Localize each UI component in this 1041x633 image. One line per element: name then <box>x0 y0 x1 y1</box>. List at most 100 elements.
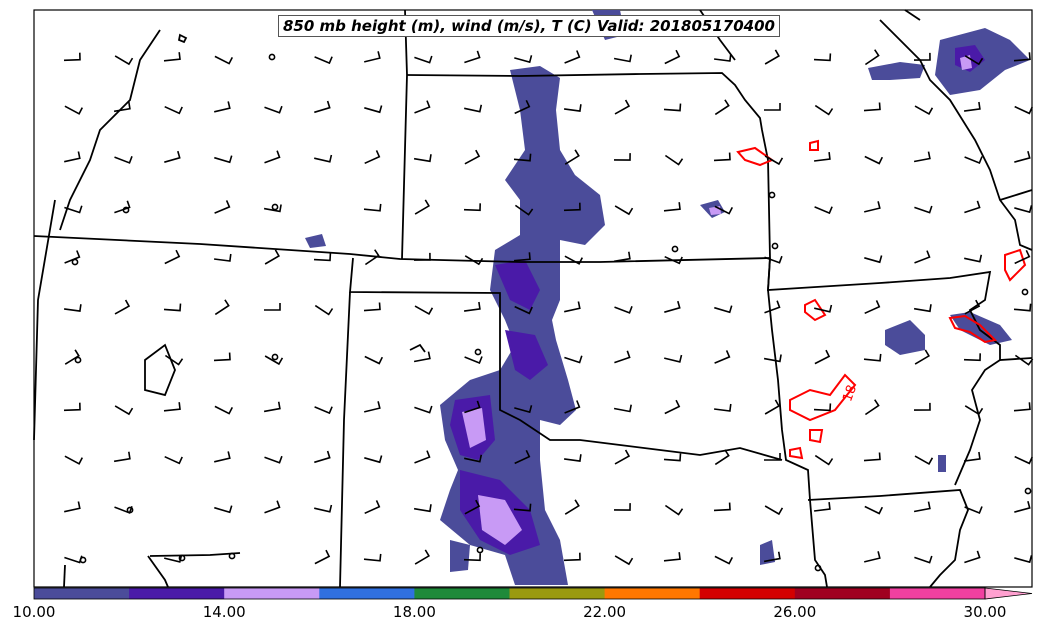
colorbar-segment <box>414 588 510 599</box>
wind-barb <box>714 555 734 565</box>
calm-wind-marker <box>771 242 779 250</box>
wind-barb <box>764 505 784 516</box>
wind-barb <box>464 255 484 266</box>
colorbar-segment <box>224 588 320 599</box>
wind-barb <box>513 153 532 162</box>
wind-barb <box>714 350 731 364</box>
wind-barb <box>864 49 880 66</box>
colorbar-tick-label: 22.00 <box>583 603 627 621</box>
wind-barb <box>413 351 431 363</box>
wind-barb <box>214 299 230 316</box>
wind-barb <box>614 350 631 364</box>
wind-barb <box>613 503 631 511</box>
wind-barb <box>464 400 481 414</box>
wind-barb <box>414 199 430 215</box>
wind-barb <box>514 449 531 465</box>
wind-barb <box>314 450 331 464</box>
wind-barb <box>514 99 531 115</box>
wind-barb <box>564 301 581 313</box>
wind-barb <box>914 205 933 214</box>
wind-barb <box>263 401 281 413</box>
wind-barb <box>164 354 184 366</box>
wind-barb <box>63 402 81 412</box>
wind-barb <box>963 451 981 462</box>
colorbar-segment <box>34 588 130 599</box>
wind-barb <box>264 150 281 164</box>
wind-barb <box>214 55 234 65</box>
wind-barb <box>664 49 681 65</box>
wind-barb <box>1014 555 1033 564</box>
wind-barb <box>214 451 231 463</box>
wind-barb <box>563 202 581 212</box>
wind-barb <box>914 105 934 115</box>
temperature-contours <box>736 139 1027 460</box>
wind-barb <box>863 102 881 112</box>
wind-barb <box>414 100 431 114</box>
calm-wind-marker <box>268 53 276 61</box>
wind-barb <box>864 255 883 264</box>
wind-barb <box>513 503 532 512</box>
wind-barb <box>414 55 433 64</box>
wind-barb <box>864 300 881 315</box>
wind-barb <box>1014 354 1034 366</box>
wind-barb <box>63 304 82 313</box>
wind-barb <box>363 203 382 212</box>
wind-barb <box>663 103 682 112</box>
wind-barb <box>964 55 984 66</box>
wind-barb <box>264 303 281 311</box>
wind-barb <box>964 299 981 315</box>
wind-barb <box>463 301 481 312</box>
wind-barb <box>614 99 631 115</box>
colorbar-tick-label: 14.00 <box>202 603 246 621</box>
wind-barb <box>763 354 782 363</box>
wind-barb <box>964 506 983 515</box>
wind-barb <box>364 500 381 515</box>
wind-barb <box>914 555 933 564</box>
wind-barb <box>314 154 333 163</box>
wind-barb <box>514 405 533 414</box>
colorbar-tick-label: 10.00 <box>12 603 56 621</box>
wind-barb <box>664 504 684 516</box>
wind-barb <box>113 101 131 113</box>
wind-barb <box>264 455 283 464</box>
wind-barb <box>913 52 931 61</box>
calm-wind-marker <box>671 245 679 253</box>
wind-barb <box>764 300 781 314</box>
wind-barb <box>814 304 833 313</box>
wind-barb <box>114 405 134 416</box>
wind-barb <box>714 449 730 466</box>
wind-barb <box>214 405 234 415</box>
wind-barb <box>364 51 381 63</box>
wind-barb <box>564 400 581 414</box>
wind-barb <box>564 355 583 364</box>
wind-barb <box>314 504 333 513</box>
wind-barb <box>564 50 581 64</box>
colorbar-extend-arrow <box>984 587 1033 600</box>
wind-barb <box>314 549 331 565</box>
wind-barb <box>913 304 932 313</box>
wind-barb <box>114 200 131 214</box>
wind-barb <box>314 304 334 316</box>
wind-barb <box>164 554 183 563</box>
wind-barb <box>664 354 683 363</box>
wind-barb <box>864 201 881 213</box>
wind-barb <box>863 353 882 362</box>
colorbar-segment <box>509 588 606 599</box>
wind-barb <box>163 402 181 412</box>
wind-barb <box>314 406 333 415</box>
wind-barb <box>464 499 481 515</box>
wind-barb <box>263 204 282 213</box>
wind-barb <box>863 452 881 462</box>
wind-barb <box>564 255 584 265</box>
wind-barb <box>663 552 681 562</box>
wind-barb <box>564 149 580 165</box>
wind-barb <box>64 250 81 264</box>
wind-barb <box>114 299 131 315</box>
wind-barb <box>214 155 233 164</box>
wind-barb <box>464 454 483 463</box>
wind-barb <box>414 549 430 565</box>
wind-barb <box>313 253 332 262</box>
wind-barb <box>963 353 981 362</box>
wind-barb <box>614 205 634 216</box>
wind-barb <box>514 305 533 315</box>
